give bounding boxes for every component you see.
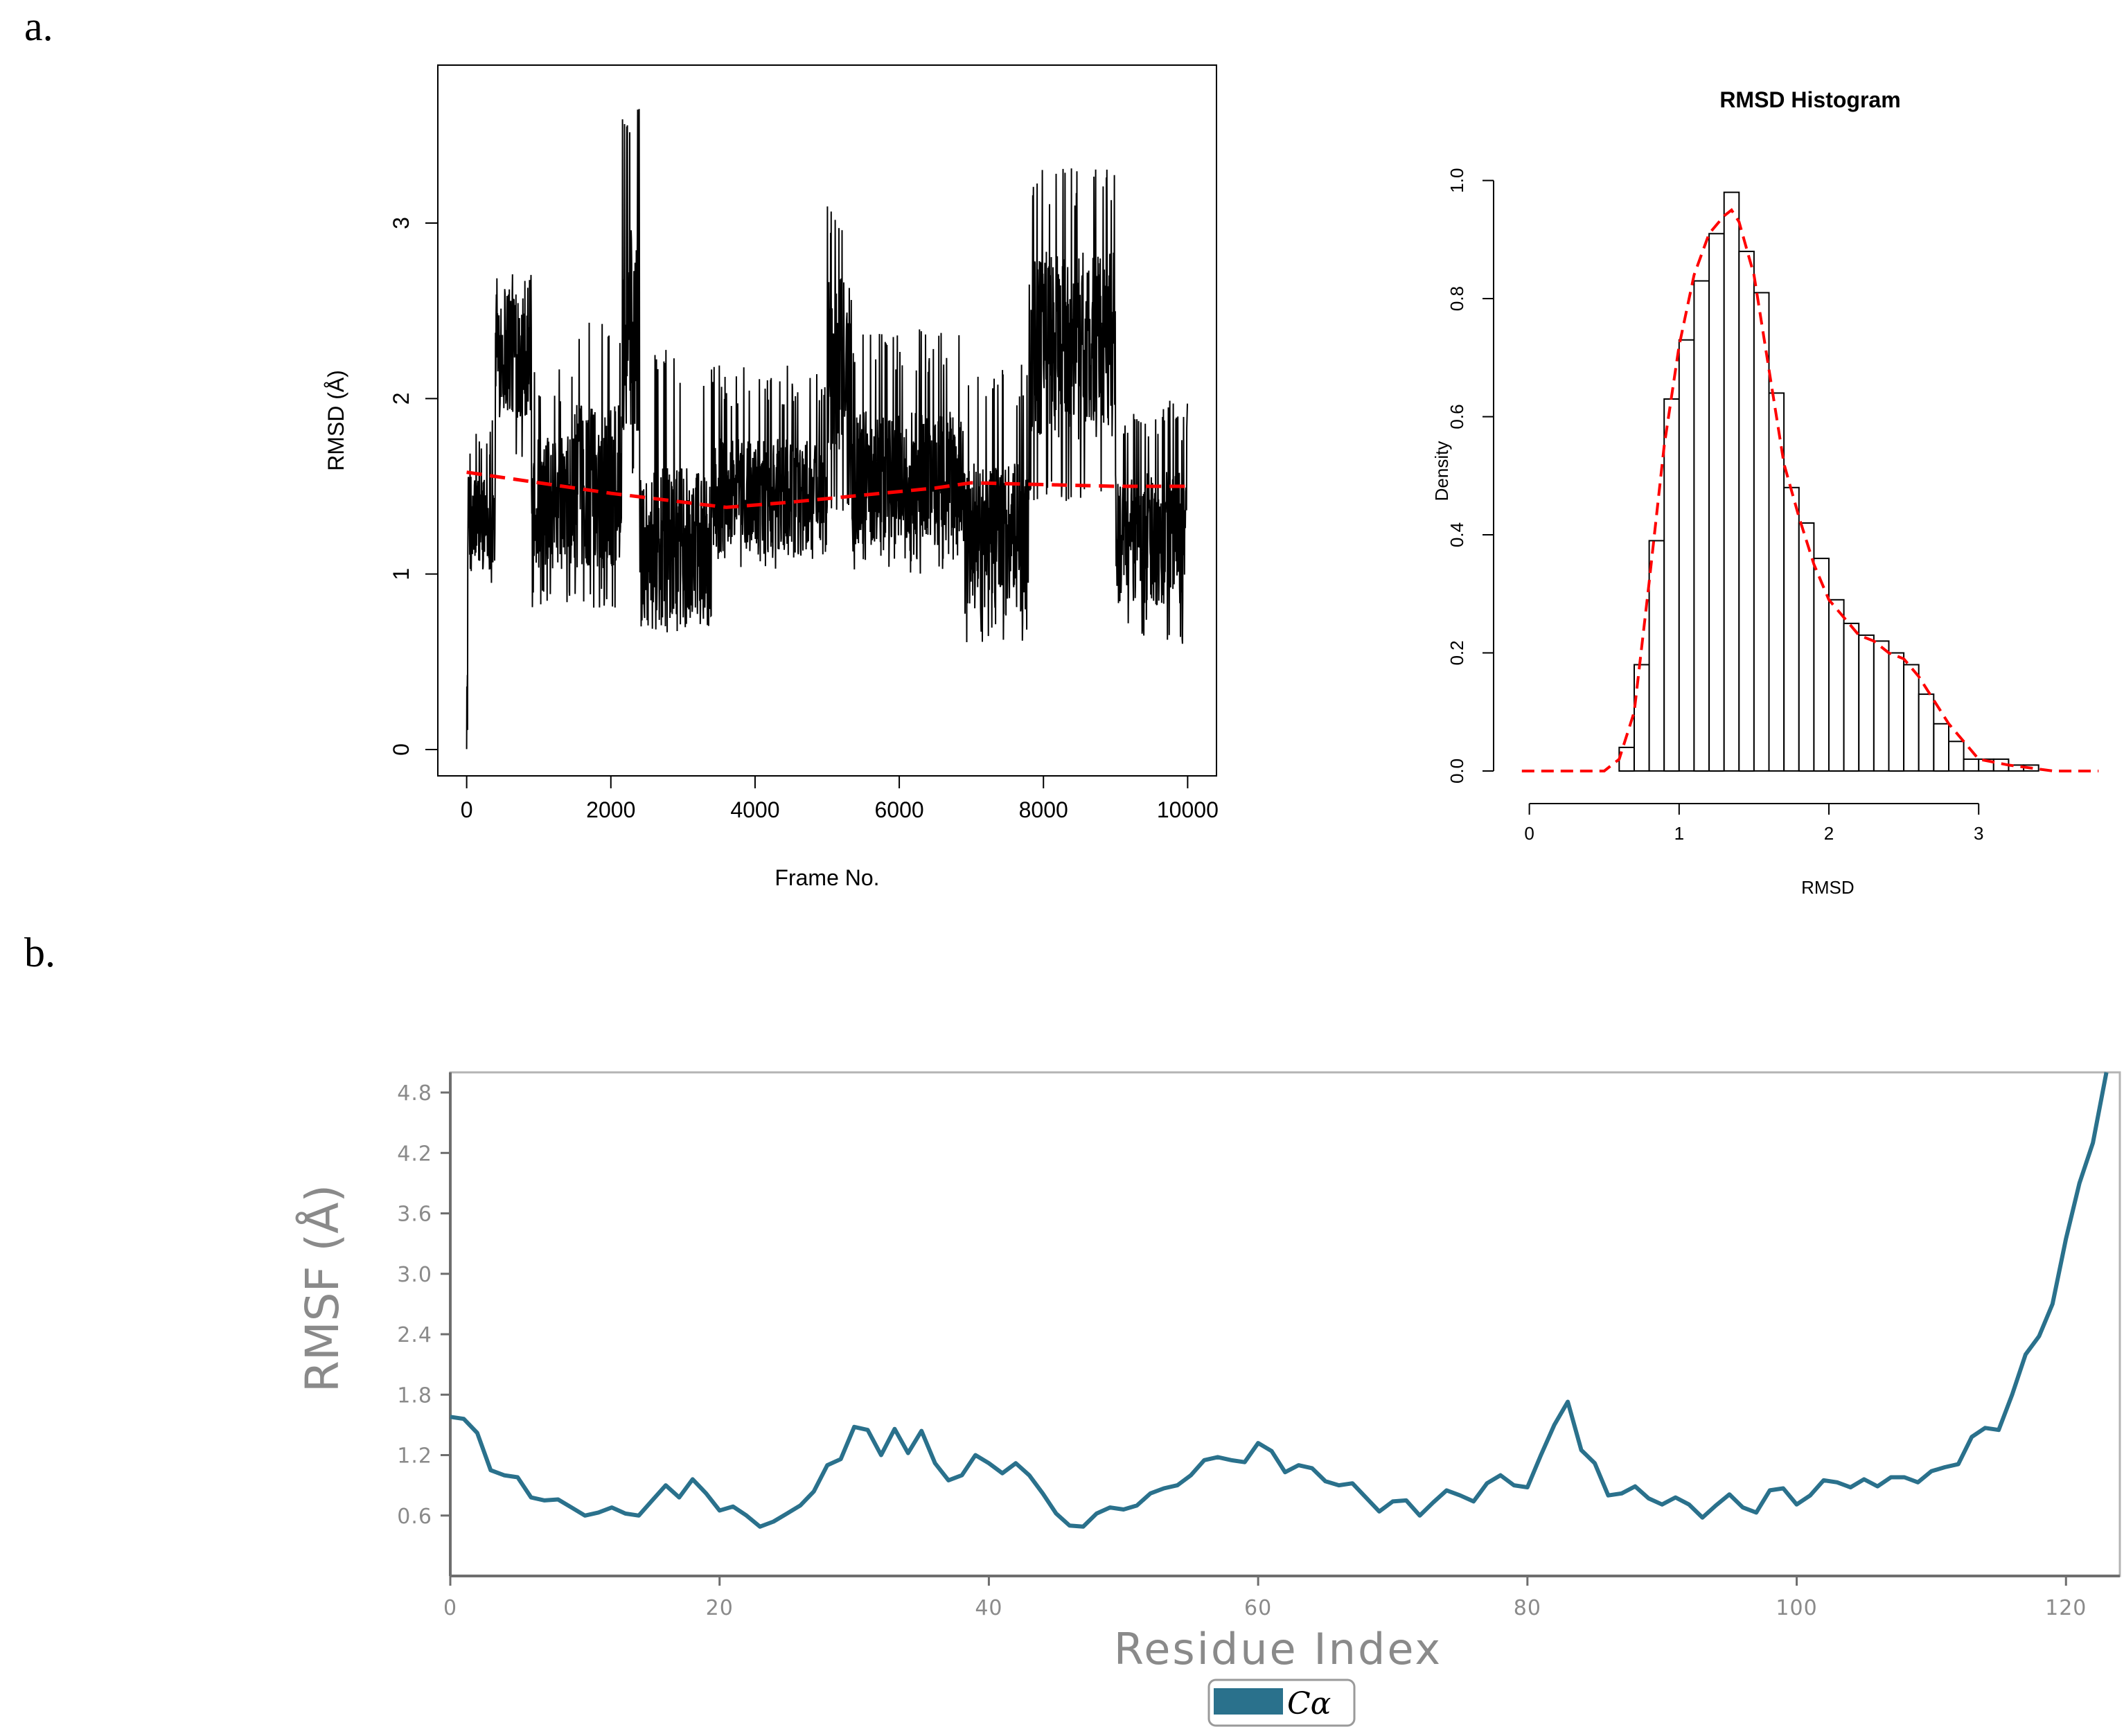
histogram-bar	[1723, 191, 1740, 772]
histogram-x-tick-label: 2	[1824, 823, 1834, 844]
rmsd-y-tick-label: 1	[389, 568, 414, 581]
rmsd-x-tick-label: 4000	[730, 797, 779, 822]
histogram-y-tick-label: 0.8	[1446, 286, 1467, 311]
histogram-bar	[1858, 634, 1875, 772]
rmsf-y-label: RMSF (Å)	[296, 1185, 349, 1392]
histogram-bar	[1738, 250, 1755, 772]
rmsf-y-tick-label: 1.2	[397, 1444, 432, 1469]
rmsd-x-tick-label: 10000	[1157, 797, 1219, 822]
histogram-bar	[1708, 233, 1725, 772]
histogram-bar	[1663, 398, 1680, 772]
rmsd-x-axis: 0 2000 4000 6000 8000 10000	[461, 776, 1219, 822]
histogram-x-tick-label: 3	[1974, 823, 1983, 844]
rmsd-histogram-chart: RMSD Histogram 0 1 2 3 0.0 0.2 0.4 0.6 0.8 1.0 R…	[1431, 87, 2099, 898]
histogram-bar	[1948, 741, 1965, 772]
rmsf-x-tick-label: 100	[1776, 1596, 1817, 1620]
panel-label-b: b.	[24, 930, 55, 975]
histogram-bar	[1963, 758, 1980, 772]
rmsf-x-tick-label: 20	[706, 1596, 734, 1620]
rmsd-y-tick-label: 0	[389, 743, 414, 756]
histogram-bar	[1783, 486, 1800, 772]
histogram-x-tick-label: 1	[1674, 823, 1684, 844]
rmsd-y-tick-label: 2	[389, 392, 414, 405]
rmsf-x-tick-label: 40	[975, 1596, 1002, 1620]
rmsf-legend: Cα	[1207, 1679, 1356, 1727]
histogram-bar	[1648, 540, 1665, 772]
rmsd-x-label: Frame No.	[775, 865, 879, 890]
rmsd-x-tick-label: 0	[461, 797, 473, 822]
rmsd-trace-chart: 0 2000 4000 6000 8000 10000 0 1 2 3 Frame No. RM…	[324, 64, 1219, 890]
histogram-y-tick-label: 0.6	[1446, 404, 1467, 429]
histogram-x-label: RMSD	[1801, 877, 1855, 898]
rmsf-x-tick-label: 60	[1244, 1596, 1272, 1620]
histogram-density-curve	[1521, 208, 2099, 772]
histogram-x-tick-label: 0	[1524, 823, 1534, 844]
rmsf-x-tick-label: 0	[443, 1596, 457, 1620]
histogram-bar	[1888, 652, 1905, 772]
histogram-y-axis: 0.0 0.2 0.4 0.6 0.8 1.0	[1446, 168, 1494, 783]
histogram-bar	[1753, 292, 1770, 772]
rmsd-trace-line	[466, 109, 1188, 750]
rmsf-y-tick-label: 4.8	[397, 1081, 432, 1106]
histogram-y-tick-label: 0.2	[1446, 640, 1467, 665]
histogram-y-tick-label: 0.0	[1446, 759, 1467, 783]
rmsf-y-tick-label: 3.0	[397, 1263, 432, 1287]
legend-swatch	[1214, 1688, 1283, 1715]
histogram-y-label: Density	[1431, 441, 1452, 502]
rmsf-ca-line	[450, 1072, 2109, 1529]
rmsf-x-tick-label: 120	[2045, 1596, 2087, 1620]
rmsd-plot-frame	[437, 64, 1217, 777]
rmsf-y-tick-label: 3.6	[397, 1203, 432, 1227]
rmsd-y-axis: 0 1 2 3	[389, 217, 438, 756]
rmsd-x-tick-label: 2000	[586, 797, 635, 822]
histogram-bar	[1678, 339, 1695, 772]
rmsd-y-label: RMSD (Å)	[324, 370, 348, 471]
histogram-bar	[1618, 746, 1635, 772]
legend-label: Cα	[1287, 1686, 1331, 1721]
histogram-x-axis: 0 1 2 3	[1524, 803, 1983, 844]
histogram-y-tick-label: 0.4	[1446, 522, 1467, 547]
rmsd-trend-line	[466, 470, 1188, 509]
histogram-bar	[1918, 693, 1935, 772]
rmsd-x-tick-label: 6000	[874, 797, 923, 822]
histogram-y-tick-label: 1.0	[1446, 168, 1467, 193]
rmsf-x-label: Residue Index	[1114, 1624, 1442, 1674]
histogram-bar	[1828, 599, 1845, 772]
panel-label-a: a.	[24, 3, 53, 49]
rmsd-trace-series	[466, 109, 1188, 750]
rmsd-y-tick-label: 3	[389, 217, 414, 229]
rmsf-y-axis: 0.6 1.2 1.8 2.4 3.0 3.6 4.2 4.8	[397, 1081, 450, 1529]
histogram-bar	[1813, 558, 1830, 772]
histogram-bar	[1693, 280, 1710, 772]
rmsf-y-tick-label: 1.8	[397, 1383, 432, 1408]
rmsd-x-tick-label: 8000	[1019, 797, 1068, 822]
histogram-bar	[1843, 622, 1860, 772]
histogram-bar	[1903, 664, 1920, 772]
rmsf-y-tick-label: 4.2	[397, 1142, 432, 1166]
rmsf-x-tick-label: 80	[1514, 1596, 1541, 1620]
histogram-bar	[1933, 723, 1949, 772]
rmsf-x-axis: 0 20 40 60 80 100 120	[443, 1576, 2087, 1620]
rmsf-y-tick-label: 2.4	[397, 1323, 432, 1347]
rmsf-chart: 0.6 1.2 1.8 2.4 3.0 3.6 4.2 4.8 0 20 40 60 80 100 120…	[296, 1071, 2121, 1727]
histogram-bars	[1618, 191, 2039, 772]
rmsf-plot-frame	[449, 1071, 2121, 1577]
rmsf-y-tick-label: 0.6	[397, 1505, 432, 1529]
histogram-bar	[1873, 640, 1890, 772]
histogram-title: RMSD Histogram	[1719, 87, 1900, 112]
